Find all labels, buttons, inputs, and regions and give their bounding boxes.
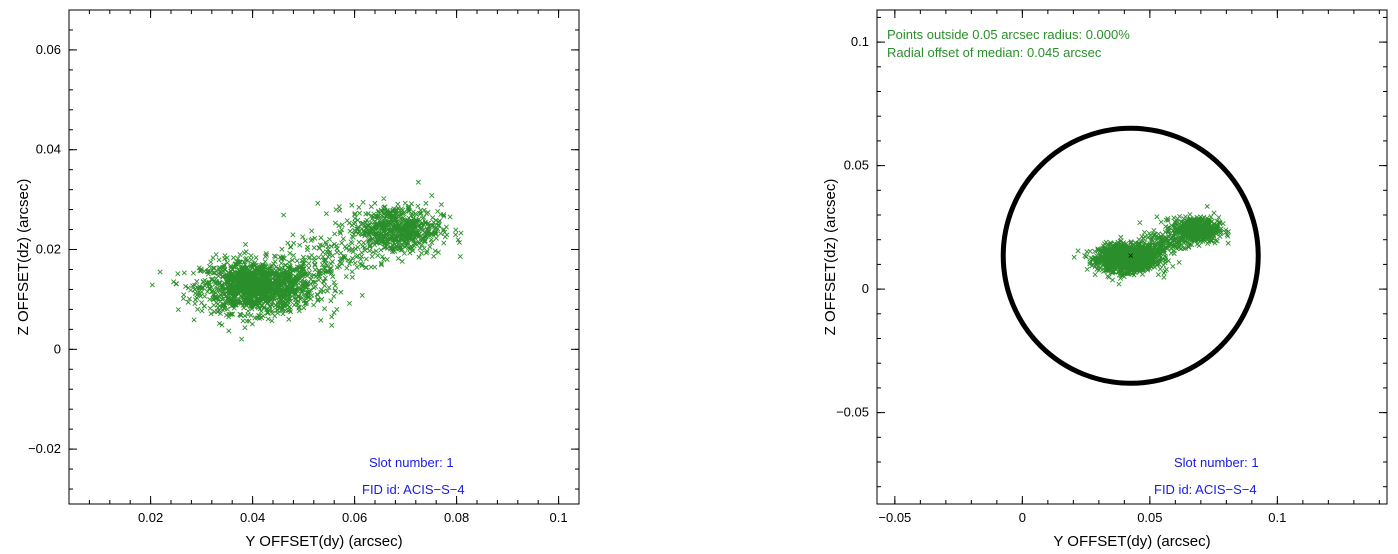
right-scatter-points bbox=[1071, 203, 1232, 287]
left-y-tick-label: 0.04 bbox=[36, 142, 61, 157]
left-y-axis-label: Z OFFSET(dz) (arcsec) bbox=[15, 179, 32, 336]
left-x-tick-label: 0.08 bbox=[444, 510, 469, 525]
left-x-tick-label: 0.04 bbox=[240, 510, 265, 525]
right-y-tick-label: 0.05 bbox=[844, 158, 869, 173]
left-slot-number: Slot number: 1 bbox=[369, 455, 454, 470]
right-radius-circle bbox=[1000, 125, 1261, 386]
right-x-tick-label: 0 bbox=[1019, 510, 1026, 525]
left-scatter-markers bbox=[149, 179, 464, 342]
right-x-tick-label: −0.05 bbox=[878, 510, 911, 525]
left-x-tick-label: 0.06 bbox=[342, 510, 367, 525]
left-y-tick-label: 0 bbox=[54, 341, 61, 356]
left-x-axis-label: Y OFFSET(dy) (arcsec) bbox=[245, 533, 402, 550]
right-x-tick-label: 0.1 bbox=[1268, 510, 1286, 525]
right-y-tick-label: 0 bbox=[862, 281, 869, 296]
right-scatter-markers bbox=[1071, 203, 1232, 287]
left-y-tick-label: 0.06 bbox=[36, 42, 61, 57]
right-slot-number: Slot number: 1 bbox=[1174, 455, 1259, 470]
right-y-tick-label: −0.05 bbox=[836, 405, 869, 420]
right-plot-frame bbox=[876, 9, 1388, 505]
right-x-tick-label: 0.05 bbox=[1137, 510, 1162, 525]
right-plot: −0.05 0 0.05 0.1 −0.05 0 0.05 0.1 × Points outs… bbox=[822, 9, 1388, 550]
right-ticks: −0.05 0 0.05 0.1 −0.05 0 0.05 0.1 bbox=[836, 10, 1387, 525]
right-fid-id: FID id: ACIS−S−4 bbox=[1154, 482, 1257, 497]
right-y-tick-label: 0.1 bbox=[851, 34, 869, 49]
right-x-axis-label: Y OFFSET(dy) (arcsec) bbox=[1053, 533, 1210, 550]
left-x-tick-label: 0.02 bbox=[138, 510, 163, 525]
left-plot-frame bbox=[68, 9, 580, 505]
left-y-tick-label: 0.02 bbox=[36, 242, 61, 257]
right-radial-offset: Radial offset of median: 0.045 arcsec bbox=[887, 45, 1102, 60]
left-x-tick-label: 0.1 bbox=[550, 510, 568, 525]
right-median-marker: × bbox=[1128, 251, 1134, 262]
left-fid-id: FID id: ACIS−S−4 bbox=[362, 482, 465, 497]
right-points-outside: Points outside 0.05 arcsec radius: 0.000… bbox=[887, 27, 1130, 42]
left-ticks: 0.02 0.04 0.06 0.08 0.1 −0.02 0 0.02 0.04 0.06 bbox=[28, 9, 580, 525]
left-y-tick-label: −0.02 bbox=[28, 441, 61, 456]
left-plot: 0.02 0.04 0.06 0.08 0.1 −0.02 0 0.02 0.04 0.06 Sl… bbox=[15, 9, 580, 550]
right-y-axis-label: Z OFFSET(dz) (arcsec) bbox=[822, 179, 839, 336]
left-scatter-points bbox=[149, 179, 464, 342]
